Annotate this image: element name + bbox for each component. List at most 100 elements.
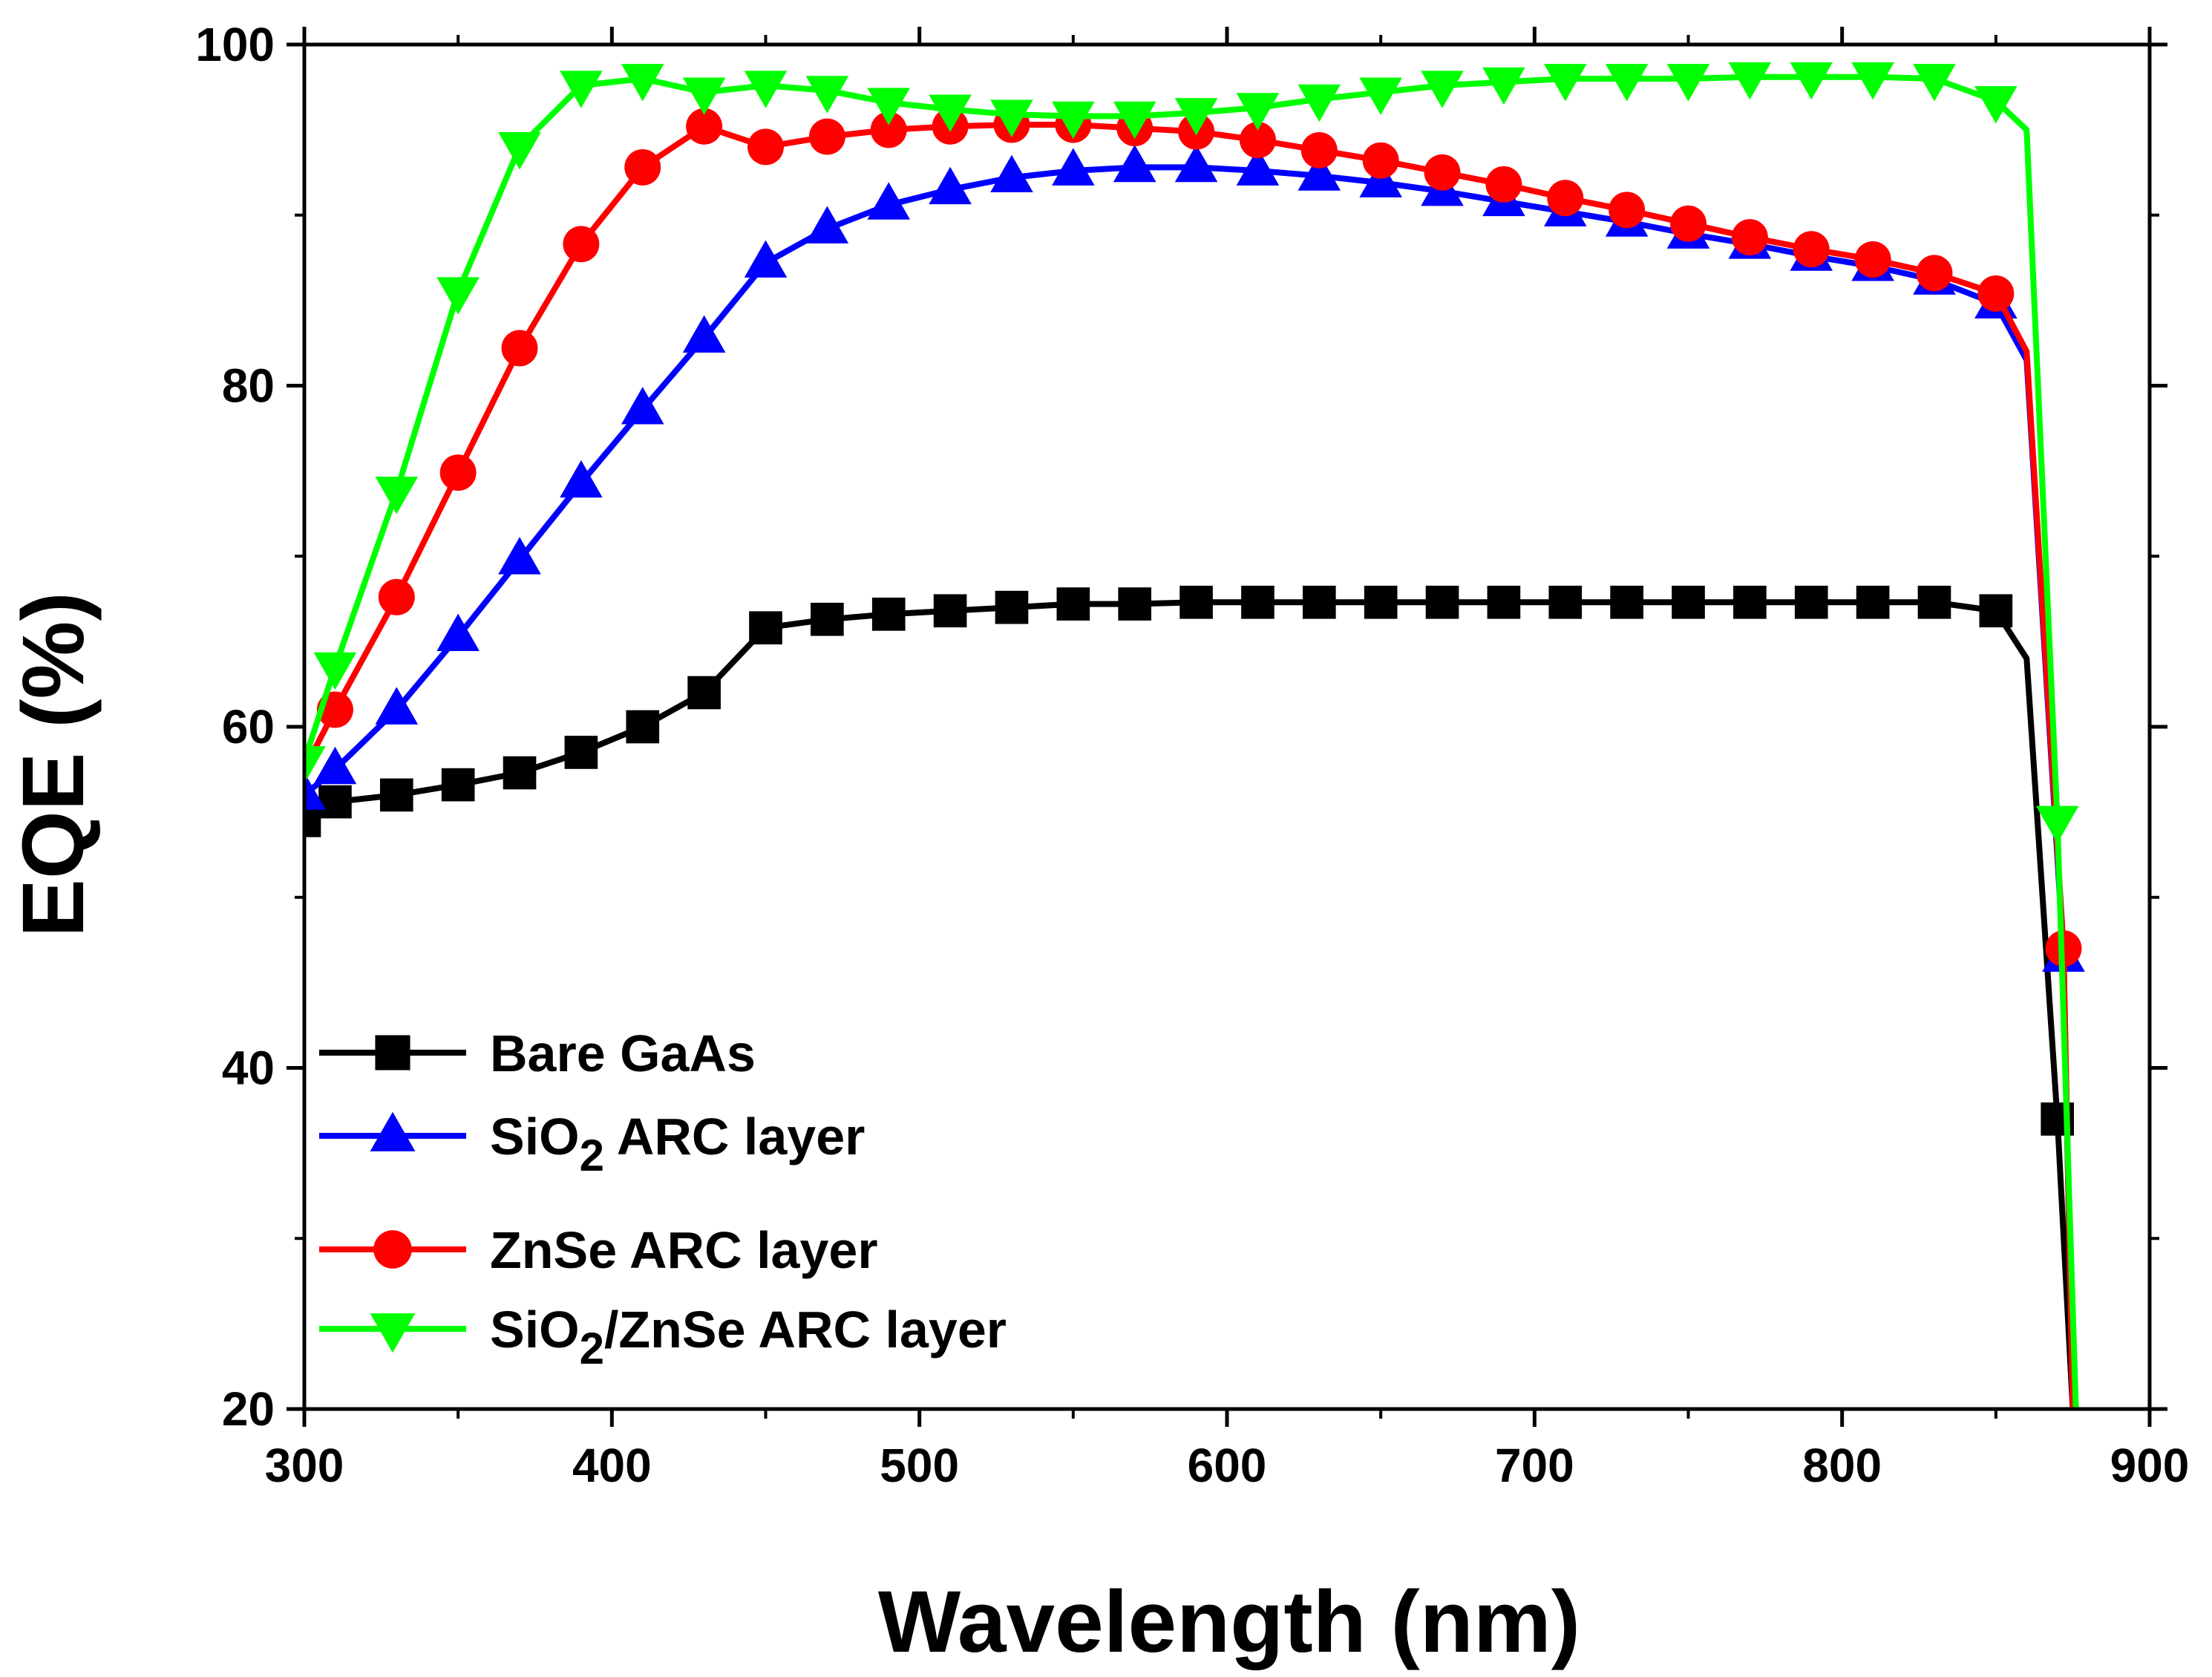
legend-label-part: Bare GaAs (490, 1024, 756, 1082)
data-point (560, 71, 603, 108)
data-point (1485, 166, 1522, 203)
data-point (626, 710, 660, 744)
data-point (747, 128, 784, 166)
data-point (624, 148, 661, 186)
data-point (1666, 64, 1710, 102)
legend-label: SiO2 ARC layer (490, 1108, 865, 1180)
data-point (1236, 148, 1280, 186)
data-point (1241, 585, 1274, 619)
data-point (1672, 585, 1705, 619)
data-point (1856, 585, 1890, 619)
data-point (621, 387, 664, 425)
legend-label-part: ARC layer (604, 1108, 865, 1166)
data-point (1728, 62, 1772, 100)
data-point (749, 611, 782, 645)
legend-marker (373, 1230, 412, 1269)
data-point (744, 71, 788, 108)
data-point (436, 277, 480, 315)
data-point (933, 594, 967, 628)
data-point (1113, 144, 1156, 183)
data-point (1298, 153, 1341, 191)
data-point (1917, 585, 1951, 619)
y-tick-label: 40 (222, 1042, 275, 1095)
data-point (1543, 64, 1587, 102)
legend-item: ZnSe ARC layer (319, 1221, 878, 1279)
data-point (1793, 231, 1830, 268)
legend-label: SiO2/ZnSe ARC layer (490, 1301, 1007, 1373)
data-point (378, 578, 415, 615)
axes-layer: 300 400 500 600 700 800 900 20 40 60 80 100 (195, 18, 2189, 1492)
data-point (313, 746, 357, 785)
data-point (1174, 98, 1218, 136)
data-point (503, 756, 537, 790)
legend-label: ZnSe ARC layer (490, 1221, 878, 1279)
series-4 (304, 62, 2079, 1409)
data-point (501, 330, 538, 367)
data-point (1851, 62, 1894, 100)
data-point (682, 77, 726, 115)
y-tick-label: 60 (222, 700, 275, 753)
data-point (687, 676, 721, 710)
data-point (1733, 585, 1767, 619)
data-point (563, 226, 600, 263)
data-point (1052, 101, 1095, 140)
x-tick-label: 700 (1495, 1439, 1574, 1492)
data-point (564, 736, 598, 769)
x-tick-label: 900 (2110, 1439, 2190, 1492)
data-point (304, 772, 326, 810)
data-point (1794, 585, 1828, 619)
y-tick-label: 20 (222, 1382, 275, 1436)
data-point (929, 166, 972, 205)
legend-label-part: SiO (490, 1301, 580, 1359)
data-point (686, 108, 723, 145)
data-point (304, 804, 321, 837)
data-point (2035, 805, 2079, 843)
data-point (1118, 587, 1152, 621)
data-point (621, 64, 664, 102)
data-point (870, 111, 907, 148)
data-point (867, 182, 911, 220)
legend-label: Bare GaAs (490, 1024, 756, 1082)
legend-label-part: 2 (580, 1131, 604, 1180)
data-point (682, 315, 726, 353)
data-point (1482, 67, 1525, 105)
data-point (1731, 219, 1768, 256)
x-tick-label: 600 (1188, 1439, 1267, 1492)
data-point (1362, 142, 1399, 179)
data-point (1916, 255, 1953, 292)
data-point (1610, 585, 1643, 619)
data-point (498, 537, 541, 575)
data-point (436, 613, 480, 652)
data-point (1670, 205, 1707, 242)
data-point (318, 785, 352, 819)
data-point (1547, 180, 1584, 217)
data-point (811, 602, 844, 636)
data-point (1487, 585, 1521, 619)
data-point (313, 652, 357, 690)
data-point (1421, 71, 1464, 108)
data-point (304, 746, 326, 784)
y-axis-title: EQE (%) (4, 592, 102, 938)
data-point (1239, 122, 1276, 159)
data-point (1179, 585, 1213, 619)
data-point (995, 590, 1029, 624)
data-point (929, 94, 972, 132)
data-point (1056, 587, 1090, 621)
data-point (1052, 148, 1095, 186)
series-layer (304, 62, 2085, 1409)
series-1 (304, 585, 2076, 1409)
legend-label-part: /ZnSe ARC layer (604, 1301, 1007, 1359)
y-tick-label: 100 (195, 18, 275, 71)
data-point (560, 460, 603, 498)
data-point (375, 477, 419, 514)
data-point (1425, 585, 1459, 619)
data-point (1548, 585, 1583, 619)
legend-marker (370, 1313, 416, 1353)
data-point (1913, 64, 1956, 102)
data-point (805, 76, 849, 114)
data-point (498, 132, 541, 170)
data-point (871, 598, 906, 631)
